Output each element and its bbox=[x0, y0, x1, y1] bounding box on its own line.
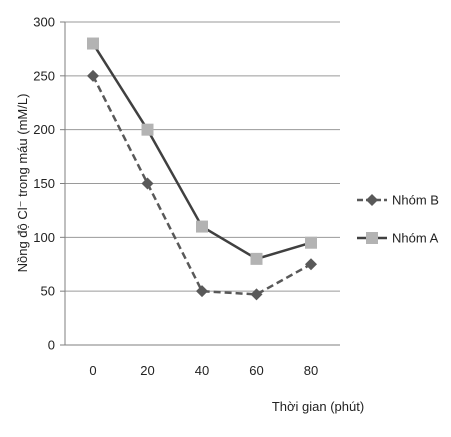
x-tick-label: 60 bbox=[249, 363, 263, 378]
y-tick-label: 200 bbox=[33, 122, 55, 137]
data-point-b bbox=[87, 69, 99, 82]
gridlines bbox=[65, 21, 340, 292]
x-tick-label: 0 bbox=[89, 363, 96, 378]
x-tick-label: 20 bbox=[140, 363, 154, 378]
data-point-b bbox=[196, 285, 208, 298]
x-tick-label: 80 bbox=[304, 363, 318, 378]
legend-marker bbox=[366, 232, 378, 244]
series-lines bbox=[91, 42, 312, 296]
series-line-b bbox=[91, 75, 312, 296]
data-point-a bbox=[141, 123, 154, 136]
y-tick-label: 250 bbox=[33, 68, 55, 83]
y-tick-label: 100 bbox=[33, 230, 55, 245]
y-tick-label: 300 bbox=[33, 15, 55, 30]
y-tick-label: 0 bbox=[48, 338, 55, 353]
data-point-b bbox=[141, 177, 154, 190]
data-point-b bbox=[250, 288, 263, 301]
legend-label: Nhóm B bbox=[392, 193, 439, 208]
y-tick-label: 50 bbox=[41, 284, 55, 299]
x-axis-title: Thời gian (phút) bbox=[272, 399, 364, 414]
tick-labels: 0 50 100 150 200 250 300 0 20 40 60 80 bbox=[33, 15, 318, 379]
data-point-a bbox=[196, 220, 208, 233]
data-point-b bbox=[305, 258, 317, 271]
y-axis-title: Nồng độ Cl⁻ trong máu (mM/L) bbox=[15, 94, 30, 273]
y-tick-label: 150 bbox=[33, 176, 55, 191]
data-point-a bbox=[87, 37, 99, 50]
axes bbox=[60, 21, 340, 346]
data-point-a bbox=[305, 236, 317, 249]
legend-marker bbox=[366, 194, 378, 206]
series-markers bbox=[87, 37, 317, 301]
legend-label: Nhóm A bbox=[392, 231, 439, 246]
data-point-a bbox=[250, 252, 263, 265]
legend: Nhóm B Nhóm A bbox=[357, 193, 439, 246]
x-tick-label: 40 bbox=[195, 363, 209, 378]
